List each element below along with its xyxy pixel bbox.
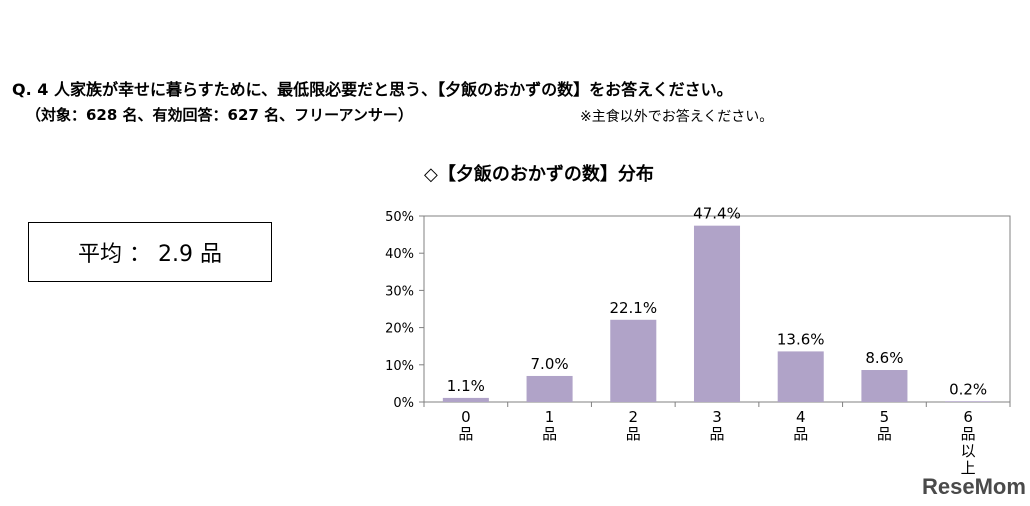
question-subtext: （対象：628 名、有効回答：627 名、フリーアンサー） <box>26 106 413 124</box>
y-tick-label: 50% <box>385 210 414 225</box>
watermark-logo: ReseMom <box>922 474 1026 499</box>
data-label: 8.6% <box>865 349 903 367</box>
x-tick-label: 6 品以上 <box>961 408 976 477</box>
y-tick-label: 30% <box>385 284 414 299</box>
bar <box>777 351 824 402</box>
y-tick-label: 20% <box>385 322 414 337</box>
bar <box>442 397 489 402</box>
y-tick-label: 40% <box>385 247 414 262</box>
data-label: 13.6% <box>777 330 825 348</box>
data-label: 22.1% <box>609 299 657 317</box>
data-label: 7.0% <box>531 355 569 373</box>
bar <box>861 370 908 402</box>
data-label: 1.1% <box>447 377 485 395</box>
question-note: ※主食以外でお答えください。 <box>580 109 774 125</box>
bar <box>945 401 992 402</box>
y-tick-label: 10% <box>385 359 414 374</box>
bar <box>526 375 573 402</box>
average-box: 平均 ： 2.9 品 <box>28 222 272 282</box>
y-tick-label: 0% <box>393 396 414 411</box>
data-label: 47.4% <box>693 205 741 223</box>
bar <box>610 319 657 402</box>
average-text: 平均 ： 2.9 品 <box>78 242 222 267</box>
bar-chart: 0% 10% 20% 30% 40% 50% 1.1% 0 品 7.0% 1 品 22.1% 2 品 47.4… <box>385 205 1011 477</box>
chart-title: ◇【夕飯のおかずの数】分布 <box>424 164 654 185</box>
bar <box>693 225 741 402</box>
data-label: 0.2% <box>949 380 987 398</box>
question-text: Q. 4 人家族が幸せに暮らすために、最低限必要だと思う、【夕飯のおかずの数】を… <box>12 80 733 99</box>
